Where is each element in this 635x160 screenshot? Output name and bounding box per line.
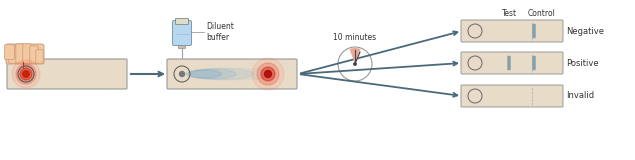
Text: Control: Control — [528, 9, 556, 18]
FancyBboxPatch shape — [532, 56, 536, 70]
Text: Diluent
buffer: Diluent buffer — [206, 22, 234, 42]
Circle shape — [265, 71, 272, 77]
Ellipse shape — [192, 68, 272, 80]
Circle shape — [23, 71, 29, 77]
FancyBboxPatch shape — [461, 52, 563, 74]
Circle shape — [20, 68, 32, 80]
FancyBboxPatch shape — [23, 44, 31, 63]
Circle shape — [16, 64, 36, 84]
Text: Test: Test — [502, 9, 518, 18]
Text: 10 minutes: 10 minutes — [333, 33, 377, 42]
FancyBboxPatch shape — [16, 44, 24, 63]
Circle shape — [23, 71, 29, 77]
Text: Invalid: Invalid — [566, 92, 594, 100]
FancyBboxPatch shape — [175, 19, 189, 24]
Circle shape — [180, 72, 185, 76]
Circle shape — [257, 63, 279, 85]
Circle shape — [338, 47, 372, 81]
Text: Positive: Positive — [566, 59, 599, 68]
FancyBboxPatch shape — [167, 59, 297, 89]
FancyBboxPatch shape — [173, 20, 192, 45]
Ellipse shape — [187, 70, 222, 78]
Circle shape — [354, 63, 356, 65]
FancyBboxPatch shape — [178, 44, 185, 48]
FancyBboxPatch shape — [507, 56, 511, 70]
FancyBboxPatch shape — [4, 44, 15, 60]
FancyBboxPatch shape — [30, 46, 38, 63]
Circle shape — [252, 58, 284, 90]
FancyBboxPatch shape — [461, 85, 563, 107]
FancyBboxPatch shape — [6, 44, 44, 64]
Ellipse shape — [188, 69, 236, 79]
Circle shape — [12, 60, 40, 88]
Circle shape — [261, 67, 275, 81]
Text: Negative: Negative — [566, 27, 604, 36]
FancyBboxPatch shape — [461, 20, 563, 42]
FancyBboxPatch shape — [9, 46, 17, 63]
Wedge shape — [349, 48, 361, 64]
Ellipse shape — [190, 68, 254, 80]
FancyBboxPatch shape — [36, 50, 43, 63]
FancyBboxPatch shape — [532, 24, 536, 38]
FancyBboxPatch shape — [7, 59, 127, 89]
